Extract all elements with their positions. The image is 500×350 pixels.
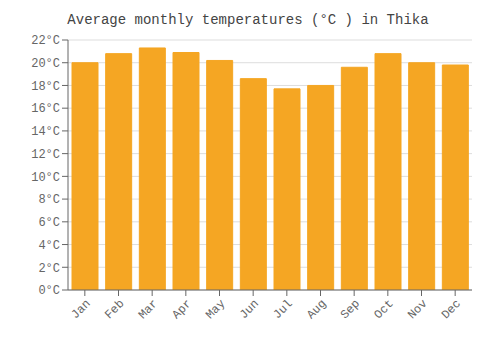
svg-text:0°C: 0°C — [38, 284, 60, 298]
svg-text:8°C: 8°C — [38, 193, 60, 207]
svg-text:Dec: Dec — [439, 297, 464, 322]
html-text:Average monthly temperatures (: Average monthly temperatures (°C ) in Th… — [67, 12, 429, 28]
svg-text:Jul: Jul — [271, 297, 296, 322]
svg-text:22°C: 22°C — [31, 34, 60, 48]
svg-text:18°C: 18°C — [31, 80, 60, 94]
svg-text:May: May — [203, 297, 228, 322]
svg-text:14°C: 14°C — [31, 125, 60, 139]
svg-text:Sep: Sep — [338, 297, 363, 322]
svg-text:12°C: 12°C — [31, 148, 60, 162]
svg-text:20°C: 20°C — [31, 57, 60, 71]
svg-text:Feb: Feb — [102, 297, 127, 322]
svg-text:Apr: Apr — [170, 297, 195, 322]
svg-text:Nov: Nov — [405, 297, 430, 322]
svg-text:4°C: 4°C — [38, 239, 60, 253]
svg-text:Jan: Jan — [69, 297, 94, 322]
svg-text:Jun: Jun — [237, 297, 262, 322]
svg-text:Mar: Mar — [136, 297, 161, 322]
svg-text:16°C: 16°C — [31, 102, 60, 116]
svg-text:Aug: Aug — [304, 297, 329, 322]
svg-text:6°C: 6°C — [38, 216, 60, 230]
svg-text:10°C: 10°C — [31, 171, 60, 185]
svg-text:Oct: Oct — [372, 297, 397, 322]
svg-text:2°C: 2°C — [38, 262, 60, 276]
